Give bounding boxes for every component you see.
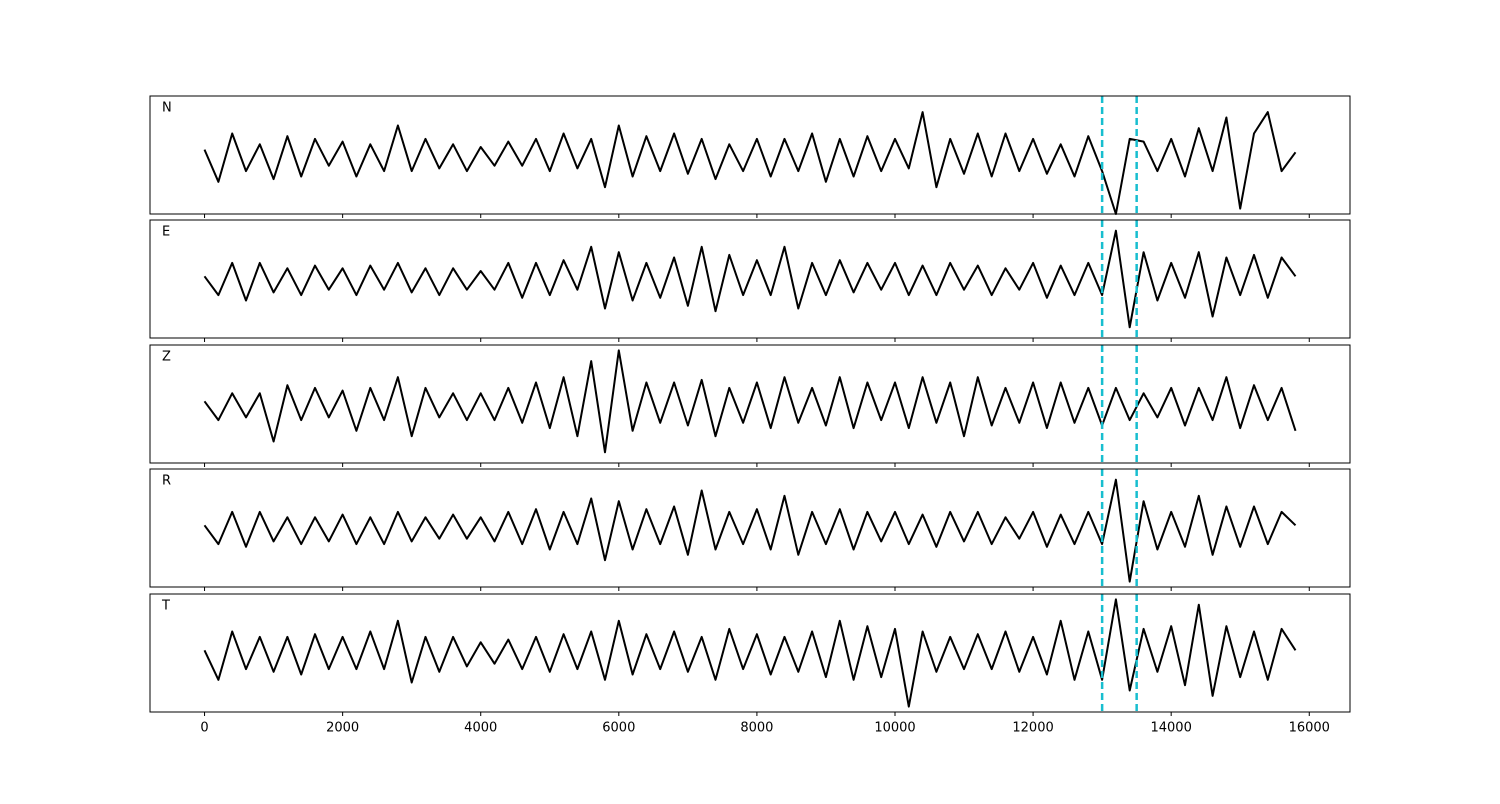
x-tick-label: 14000 <box>1150 721 1191 736</box>
panel-label: E <box>162 225 170 240</box>
x-tick-label: 10000 <box>874 721 915 736</box>
trace <box>203 111 1297 215</box>
panel-label: T <box>161 599 170 614</box>
panel-label: Z <box>162 350 171 365</box>
x-tick-label: 6000 <box>602 721 635 736</box>
x-tick-label: 0 <box>200 721 208 736</box>
trace <box>203 478 1297 583</box>
trace <box>203 229 1297 329</box>
x-tick-label: 12000 <box>1012 721 1053 736</box>
panel-frame <box>149 219 1351 339</box>
panel-frame <box>149 593 1351 713</box>
panel-frame <box>149 468 1351 588</box>
panel-label: R <box>162 474 171 489</box>
panel-frame <box>149 95 1351 215</box>
trace <box>203 349 1297 454</box>
trace <box>203 598 1297 708</box>
x-tick-label: 2000 <box>326 721 359 736</box>
panel-label: N <box>162 101 172 116</box>
x-tick-label: 4000 <box>464 721 497 736</box>
x-tick-label: 8000 <box>740 721 773 736</box>
panel-frame <box>149 344 1351 464</box>
x-tick-label: 16000 <box>1289 721 1330 736</box>
